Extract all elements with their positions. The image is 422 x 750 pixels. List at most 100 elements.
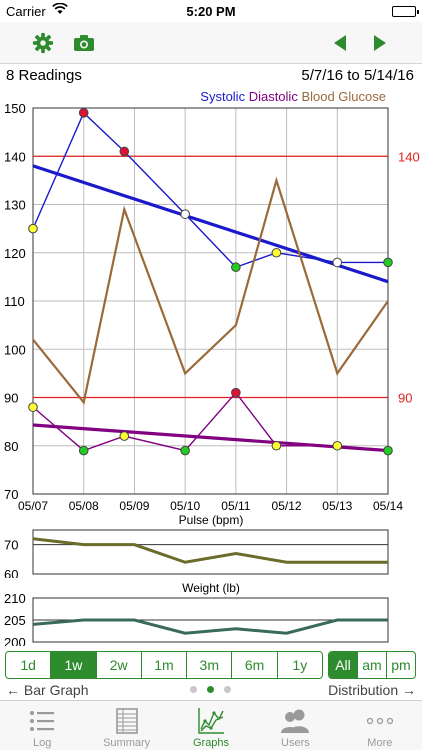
systolic-point — [28, 223, 38, 234]
tab-label: Log — [33, 737, 52, 749]
chart-header: 8 Readings 5/7/16 to 5/14/16 — [0, 64, 422, 86]
x-tick-label: 05/10 — [170, 499, 200, 512]
y-tick-label: 90 — [4, 391, 18, 406]
carrier-label: Carrier — [6, 4, 46, 19]
segment-6m[interactable]: 6m — [232, 652, 278, 678]
small-chart-title: Weight (lb) — [182, 581, 240, 595]
x-tick-label: 05/12 — [272, 499, 302, 512]
diastolic-point — [78, 445, 89, 456]
tab-label: Summary — [103, 737, 151, 749]
camera-icon[interactable] — [72, 31, 96, 55]
x-tick-label: 05/08 — [69, 499, 99, 512]
triangle-right-icon[interactable] — [368, 31, 392, 55]
chart-legend: Systolic Diastolic Blood Glucose — [200, 89, 386, 104]
tab-label: More — [367, 737, 393, 749]
page-indicator — [190, 686, 231, 693]
diastolic-point — [119, 431, 130, 441]
x-tick-label: 05/09 — [119, 499, 149, 512]
threshold-label: 90 — [398, 391, 412, 406]
graph-icon — [169, 706, 253, 736]
segment-1w[interactable]: 1w — [51, 652, 97, 678]
legend-item-blood-glucose: Blood Glucose — [298, 89, 386, 104]
systolic-line — [32, 111, 388, 269]
tab-more[interactable]: More — [338, 701, 422, 750]
time-of-day-segmented-control: All am pm — [328, 651, 416, 679]
systolic-point — [231, 262, 241, 273]
segment-1y[interactable]: 1y — [292, 657, 308, 673]
readings-count: 8 Readings — [6, 67, 82, 84]
table-icon — [84, 706, 168, 736]
diastolic-point — [332, 440, 343, 451]
systolic-point — [383, 257, 393, 268]
y-tick-label: 100 — [4, 342, 26, 357]
legend-item-systolic: Systolic — [200, 89, 245, 104]
threshold-label: 140 — [398, 149, 420, 164]
gear-icon[interactable] — [31, 31, 55, 55]
systolic-point — [180, 209, 190, 219]
y-tick-label: 130 — [4, 198, 26, 213]
page-dot — [190, 686, 197, 693]
weight-chart: Weight (lb) 200 205 210 — [4, 581, 389, 646]
pulse-chart: Pulse (bpm) 60 70 — [4, 513, 389, 578]
y-tick-label: 210 — [4, 591, 26, 606]
tab-graphs[interactable]: Graphs — [169, 701, 253, 750]
y-tick-label: 70 — [4, 487, 18, 502]
systolic-point — [78, 108, 89, 118]
bar-graph-link[interactable]: ← Bar Graph — [6, 682, 89, 698]
diastolic-point — [28, 402, 38, 412]
segment-pm[interactable]: pm — [391, 657, 411, 673]
diastolic-point — [231, 387, 241, 398]
x-tick-label: 05/07 — [18, 499, 48, 512]
legend-item-diastolic: Diastolic — [245, 89, 298, 104]
small-chart-title: Pulse (bpm) — [179, 513, 244, 527]
page-dot — [224, 686, 231, 693]
list-icon — [0, 706, 84, 736]
range-segmented-control: 1d 1w 2w 1m 3m 6m 1y — [5, 651, 323, 679]
weight-line — [32, 618, 388, 635]
y-tick-label: 200 — [4, 635, 26, 646]
diastolic-point — [271, 440, 282, 451]
segment-all[interactable]: All — [329, 652, 358, 678]
page-dot-active — [207, 686, 214, 693]
toolbar — [0, 22, 422, 64]
y-tick-label: 60 — [4, 567, 18, 578]
systolic-point — [119, 146, 130, 157]
tab-summary[interactable]: Summary — [84, 701, 168, 750]
diastolic-trend-line — [32, 423, 389, 453]
x-tick-label: 05/11 — [221, 499, 250, 512]
more-icon — [338, 706, 422, 736]
y-tick-label: 205 — [4, 613, 26, 628]
systolic-trend-line — [32, 164, 389, 284]
graph-navigation: ← Bar Graph Distribution → — [0, 681, 422, 699]
segment-1d[interactable]: 1d — [6, 652, 52, 678]
segment-am[interactable]: am — [358, 652, 387, 678]
wifi-icon — [52, 2, 68, 18]
tab-log[interactable]: Log — [0, 701, 84, 750]
segment-3m[interactable]: 3m — [187, 652, 233, 678]
y-tick-label: 110 — [4, 294, 25, 309]
tab-users[interactable]: Users — [253, 701, 337, 750]
y-tick-label: 70 — [4, 538, 18, 553]
y-tick-label: 80 — [4, 439, 18, 454]
distribution-link[interactable]: Distribution → — [328, 682, 416, 698]
x-tick-label: 05/13 — [322, 499, 352, 512]
small-chart-frame — [32, 529, 389, 575]
y-tick-label: 150 — [4, 101, 26, 116]
triangle-left-icon[interactable] — [328, 31, 352, 55]
systolic-point — [332, 257, 343, 268]
segment-2w[interactable]: 2w — [97, 652, 142, 678]
segment-1m[interactable]: 1m — [142, 652, 188, 678]
y-tick-label: 120 — [4, 246, 26, 261]
tab-label: Graphs — [192, 737, 230, 749]
pulse-line — [32, 537, 388, 564]
users-icon — [253, 706, 337, 736]
diastolic-point — [180, 445, 190, 456]
blood-glucose-line — [32, 176, 389, 405]
status-bar: Carrier 5:20 PM — [0, 0, 422, 22]
diastolic-point — [383, 445, 393, 456]
x-tick-label: 05/14 — [373, 499, 403, 512]
systolic-point — [271, 247, 282, 258]
y-tick-label: 140 — [4, 149, 26, 164]
date-range: 5/7/16 to 5/14/16 — [301, 67, 414, 84]
tab-bar: Log Summary Graphs Users More — [0, 700, 422, 750]
